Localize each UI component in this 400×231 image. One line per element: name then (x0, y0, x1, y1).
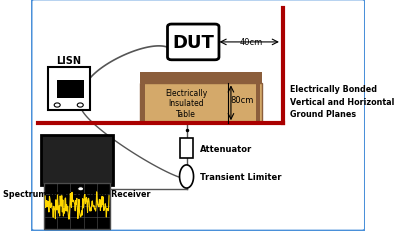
Text: Spectrum Analyzer/EMI Receiver: Spectrum Analyzer/EMI Receiver (3, 189, 151, 198)
Bar (140, 83, 262, 124)
Bar (256, 83, 260, 124)
Bar (41, 135, 113, 185)
Text: LISN: LISN (56, 56, 81, 66)
Bar (180, 139, 193, 158)
Bar (142, 83, 146, 124)
Text: Electrically
Insulated
Table: Electrically Insulated Table (165, 88, 207, 118)
FancyBboxPatch shape (168, 25, 219, 61)
Circle shape (78, 187, 84, 191)
Text: Attenuator: Attenuator (200, 145, 252, 153)
Circle shape (54, 103, 60, 108)
Bar (57, 80, 84, 99)
Bar (140, 73, 262, 83)
Bar (44, 183, 110, 229)
FancyBboxPatch shape (48, 68, 90, 111)
Text: 40cm: 40cm (240, 38, 263, 47)
Text: Transient Limiter: Transient Limiter (200, 172, 282, 181)
Text: 80cm: 80cm (230, 96, 253, 105)
Text: DUT: DUT (172, 34, 214, 52)
Polygon shape (180, 165, 194, 188)
FancyBboxPatch shape (31, 0, 365, 231)
Text: Electrically Bonded
Vertical and Horizontal
Ground Planes: Electrically Bonded Vertical and Horizon… (290, 85, 394, 119)
Circle shape (77, 103, 83, 108)
